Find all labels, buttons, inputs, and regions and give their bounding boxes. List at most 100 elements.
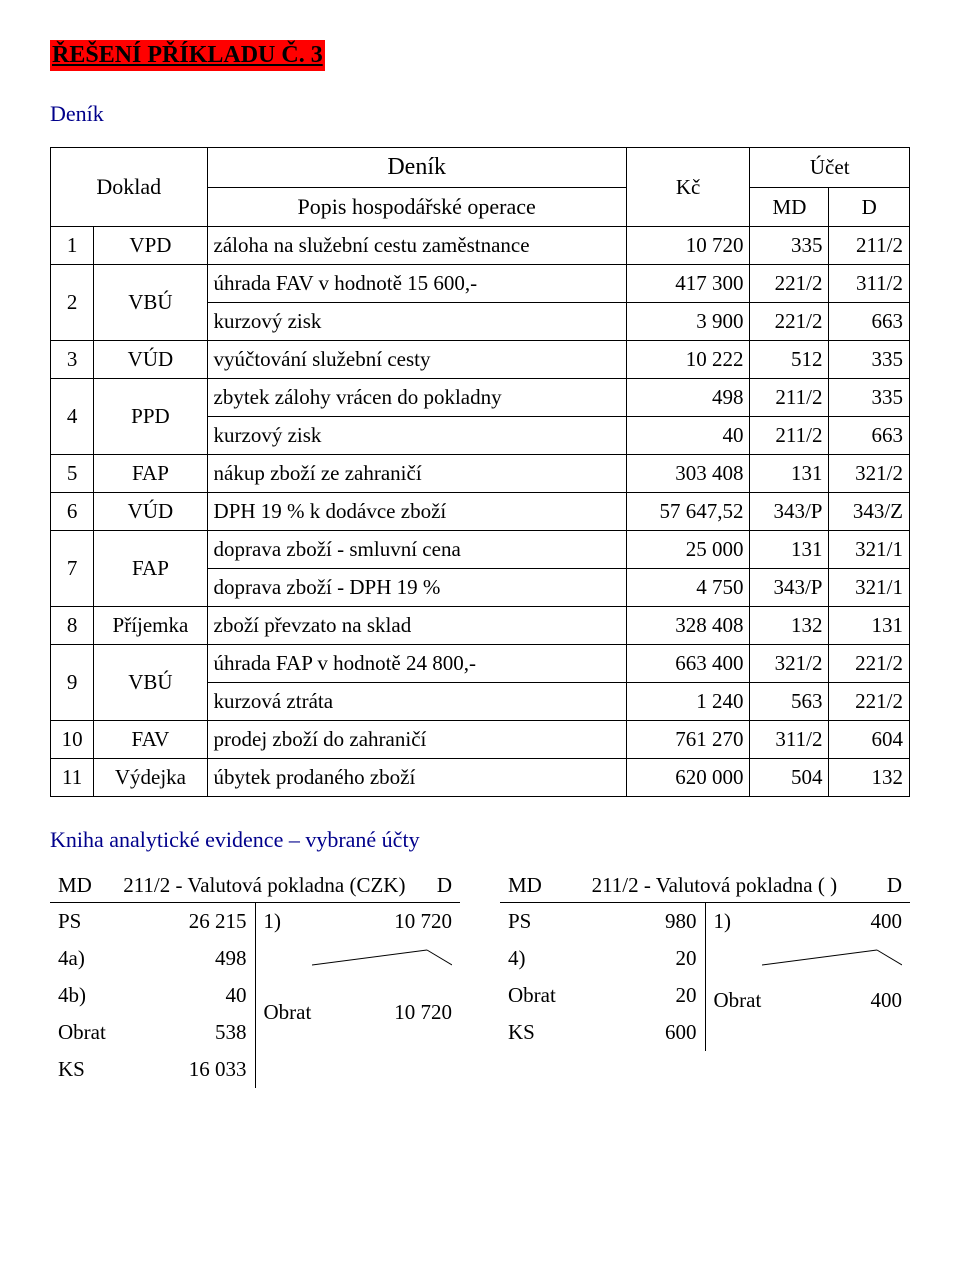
- row-popis: zboží převzato na sklad: [207, 607, 626, 645]
- ledger-row: 1)400: [706, 903, 911, 940]
- row-doklad: VÚD: [94, 341, 207, 379]
- ledger-value: 400: [741, 909, 902, 934]
- page-title: ŘEŠENÍ PŘÍKLADU Č. 3: [50, 40, 910, 71]
- ledger-value: 498: [95, 946, 247, 971]
- ledger-container: MD211/2 - Valutová pokladna (CZK)D PS 26 2…: [50, 873, 910, 1088]
- closing-tick-icon: [256, 940, 461, 982]
- ledger-value: 600: [545, 1020, 697, 1045]
- row-doklad: VBÚ: [94, 265, 207, 341]
- title-text: ŘEŠENÍ PŘÍKLADU Č. 3: [50, 40, 325, 71]
- row-d: 221/2: [829, 683, 910, 721]
- row-popis: nákup zboží ze zahraničí: [207, 455, 626, 493]
- row-popis: vyúčtování služební cesty: [207, 341, 626, 379]
- table-row: 3VÚDvyúčtování služební cesty10 22251233…: [51, 341, 910, 379]
- row-doklad: FAP: [94, 531, 207, 607]
- ledger-row: KS 16 033: [50, 1051, 255, 1088]
- credit-side: 1)10 720Obrat10 720: [256, 903, 461, 1088]
- row-md: 131: [750, 531, 829, 569]
- table-row: 7FAPdoprava zboží - smluvní cena25 00013…: [51, 531, 910, 569]
- ledger-d: D: [437, 873, 452, 898]
- ledger-row: Obrat538: [50, 1014, 255, 1051]
- ledger-row: PS980: [500, 903, 705, 940]
- row-d: 604: [829, 721, 910, 759]
- row-md: 211/2: [750, 379, 829, 417]
- row-kc: 10 222: [626, 341, 750, 379]
- row-doklad: PPD: [94, 379, 207, 455]
- row-num: 1: [51, 227, 94, 265]
- row-doklad: FAV: [94, 721, 207, 759]
- ledger-value: 980: [541, 909, 696, 934]
- row-d: 132: [829, 759, 910, 797]
- ledger-label: KS: [58, 1057, 85, 1082]
- row-kc: 328 408: [626, 607, 750, 645]
- row-d: 131: [829, 607, 910, 645]
- credit-side: 1)400Obrat400: [706, 903, 911, 1051]
- row-d: 221/2: [829, 645, 910, 683]
- row-d: 343/Z: [829, 493, 910, 531]
- ledger: MD211/2 - Valutová pokladna (CZK)D PS 26 2…: [50, 873, 460, 1088]
- section-denik: Deník: [50, 101, 910, 127]
- section-ledger: Kniha analytické evidence – vybrané účty: [50, 827, 910, 853]
- t-account: PS9804)20Obrat20KS6001)400Obrat400: [500, 902, 910, 1051]
- row-popis: úhrada FAP v hodnotě 24 800,-: [207, 645, 626, 683]
- col-d: D: [829, 188, 910, 227]
- row-kc: 417 300: [626, 265, 750, 303]
- ledger-value: 16 033: [95, 1057, 247, 1082]
- ledger-name: 211/2 - Valutová pokladna ( ): [592, 873, 838, 898]
- ledger-label: Obrat: [508, 983, 556, 1008]
- col-doklad: Doklad: [51, 148, 208, 227]
- row-kc: 3 900: [626, 303, 750, 341]
- table-row: 4PPDzbytek zálohy vrácen do pokladny4982…: [51, 379, 910, 417]
- row-md: 563: [750, 683, 829, 721]
- row-popis: doprava zboží - DPH 19 %: [207, 569, 626, 607]
- row-kc: 25 000: [626, 531, 750, 569]
- ledger-md: MD: [508, 873, 542, 898]
- row-popis: kurzový zisk: [207, 417, 626, 455]
- row-popis: prodej zboží do zahraničí: [207, 721, 626, 759]
- ledger-label: Obrat: [264, 1000, 312, 1025]
- row-popis: úhrada FAV v hodnotě 15 600,-: [207, 265, 626, 303]
- row-d: 211/2: [829, 227, 910, 265]
- row-doklad: VBÚ: [94, 645, 207, 721]
- row-kc: 498: [626, 379, 750, 417]
- ledger-label: KS: [508, 1020, 535, 1045]
- row-d: 663: [829, 417, 910, 455]
- row-d: 321/1: [829, 531, 910, 569]
- row-num: 7: [51, 531, 94, 607]
- row-num: 9: [51, 645, 94, 721]
- row-d: 335: [829, 379, 910, 417]
- row-doklad: VÚD: [94, 493, 207, 531]
- ledger-value: 10 720: [291, 909, 452, 934]
- ledger-value: 20: [566, 983, 697, 1008]
- col-md: MD: [750, 188, 829, 227]
- row-md: 343/P: [750, 493, 829, 531]
- row-kc: 761 270: [626, 721, 750, 759]
- ledger-label: 1): [264, 909, 282, 934]
- row-num: 4: [51, 379, 94, 455]
- row-doklad: FAP: [94, 455, 207, 493]
- ledger-label: 4): [508, 946, 526, 971]
- row-d: 321/1: [829, 569, 910, 607]
- ledger-label: 4b): [58, 983, 86, 1008]
- ledger-title: MD211/2 - Valutová pokladna (CZK)D: [50, 873, 460, 902]
- ledger-value: 26 215: [91, 909, 246, 934]
- col-ucet: Účet: [750, 148, 910, 188]
- ledger-label: Obrat: [714, 988, 762, 1013]
- row-md: 504: [750, 759, 829, 797]
- ledger-row: Obrat400: [706, 982, 911, 1019]
- table-row: 8Příjemkazboží převzato na sklad328 408 1…: [51, 607, 910, 645]
- debit-side: PS26 2154a)4984b)40Obrat538KS16 033: [50, 903, 256, 1088]
- row-md: 512: [750, 341, 829, 379]
- t-account: PS26 2154a)4984b)40Obrat538KS16 0331)10 …: [50, 902, 460, 1088]
- row-kc: 10 720: [626, 227, 750, 265]
- row-num: 8: [51, 607, 94, 645]
- row-doklad: Příjemka: [94, 607, 207, 645]
- row-md: 335: [750, 227, 829, 265]
- table-row: 2VBÚúhrada FAV v hodnotě 15 600,-417 300…: [51, 265, 910, 303]
- row-popis: DPH 19 % k dodávce zboží: [207, 493, 626, 531]
- row-kc: 1 240: [626, 683, 750, 721]
- row-kc: 4 750: [626, 569, 750, 607]
- ledger-value: 40: [96, 983, 247, 1008]
- row-kc: 663 400: [626, 645, 750, 683]
- ledger-label: PS: [58, 909, 81, 934]
